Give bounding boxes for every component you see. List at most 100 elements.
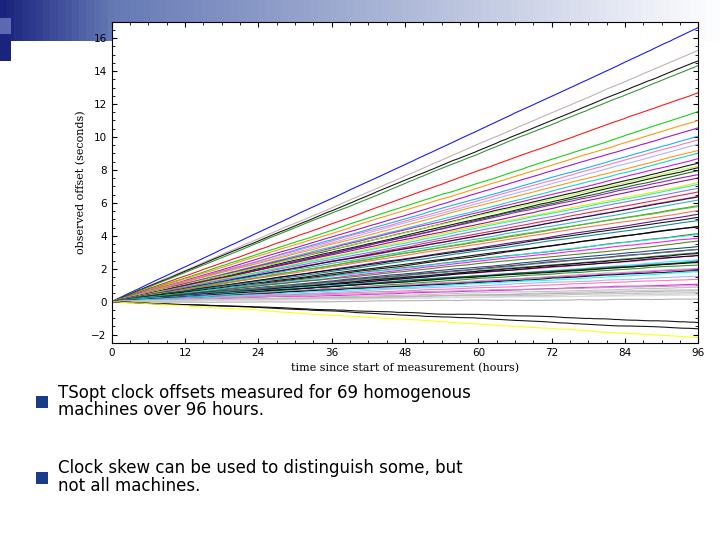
Bar	[454, 0, 461, 40]
Bar	[360, 0, 367, 40]
Bar	[562, 0, 569, 40]
Bar	[36, 0, 43, 40]
Bar	[619, 0, 626, 40]
Bar	[698, 0, 706, 40]
Bar	[0, 36, 11, 60]
Bar	[252, 0, 259, 40]
Bar	[554, 0, 562, 40]
Bar	[389, 0, 396, 40]
Bar	[281, 0, 288, 40]
Bar	[187, 0, 194, 40]
Bar	[173, 0, 180, 40]
Bar	[230, 0, 238, 40]
Bar	[461, 0, 468, 40]
Bar	[209, 0, 216, 40]
Bar	[180, 0, 187, 40]
Bar	[497, 0, 504, 40]
Bar	[310, 0, 317, 40]
Bar	[288, 0, 295, 40]
Bar	[677, 0, 684, 40]
Bar	[202, 0, 209, 40]
Bar	[583, 0, 590, 40]
Bar	[0, 0, 7, 40]
Bar	[605, 0, 612, 40]
Bar	[634, 0, 641, 40]
Bar	[58, 0, 65, 40]
Bar	[317, 0, 324, 40]
Bar	[238, 0, 245, 40]
Bar	[374, 0, 382, 40]
Bar	[662, 0, 670, 40]
Bar	[14, 0, 22, 40]
Bar	[43, 0, 50, 40]
Y-axis label: observed offset (seconds): observed offset (seconds)	[76, 111, 86, 254]
Bar	[259, 0, 266, 40]
Bar	[324, 0, 331, 40]
Bar	[432, 0, 439, 40]
Bar	[302, 0, 310, 40]
Bar	[353, 0, 360, 40]
Bar	[194, 0, 202, 40]
Bar	[569, 0, 576, 40]
Bar	[713, 0, 720, 40]
Bar	[346, 0, 353, 40]
Bar	[79, 0, 86, 40]
Bar	[22, 0, 29, 40]
Bar	[223, 0, 230, 40]
Bar	[158, 0, 166, 40]
Bar	[94, 0, 101, 40]
Bar	[439, 0, 446, 40]
Bar	[36, 472, 48, 484]
Bar	[490, 0, 497, 40]
Bar	[396, 0, 403, 40]
Bar	[425, 0, 432, 40]
Text: machines over 96 hours.: machines over 96 hours.	[58, 401, 264, 420]
Bar	[598, 0, 605, 40]
Bar	[151, 0, 158, 40]
Bar	[144, 0, 151, 40]
Bar	[245, 0, 252, 40]
Bar	[706, 0, 713, 40]
Bar	[533, 0, 540, 40]
Bar	[50, 0, 58, 40]
Bar	[274, 0, 281, 40]
Bar	[29, 0, 36, 40]
Bar	[0, 18, 11, 35]
Bar	[482, 0, 490, 40]
Bar	[691, 0, 698, 40]
Bar	[540, 0, 547, 40]
Bar	[641, 0, 648, 40]
Bar	[108, 0, 115, 40]
Bar	[65, 0, 72, 40]
Bar	[331, 0, 338, 40]
Bar	[403, 0, 410, 40]
Bar	[122, 0, 130, 40]
Bar	[101, 0, 108, 40]
Bar	[130, 0, 137, 40]
Bar	[511, 0, 518, 40]
Bar	[36, 396, 48, 408]
Bar	[504, 0, 511, 40]
Bar	[468, 0, 475, 40]
Bar	[137, 0, 144, 40]
Bar	[166, 0, 173, 40]
Bar	[72, 0, 79, 40]
Bar	[518, 0, 526, 40]
X-axis label: time since start of measurement (hours): time since start of measurement (hours)	[291, 363, 519, 374]
Bar	[86, 0, 94, 40]
Bar	[7, 0, 14, 40]
Bar	[612, 0, 619, 40]
Bar	[367, 0, 374, 40]
Bar	[670, 0, 677, 40]
Bar	[547, 0, 554, 40]
Bar	[295, 0, 302, 40]
Bar	[338, 0, 346, 40]
Bar	[576, 0, 583, 40]
Bar	[684, 0, 691, 40]
Text: not all machines.: not all machines.	[58, 477, 201, 495]
Bar	[382, 0, 389, 40]
Bar	[115, 0, 122, 40]
Bar	[648, 0, 655, 40]
Bar	[626, 0, 634, 40]
Bar	[655, 0, 662, 40]
